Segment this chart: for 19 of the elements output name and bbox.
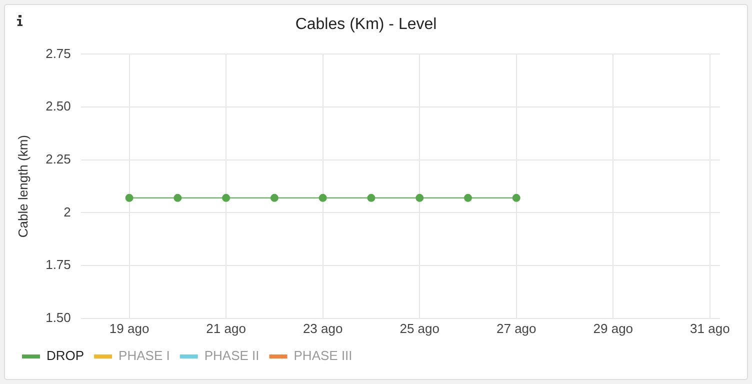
chart-title: Cables (Km) - Level xyxy=(295,16,437,34)
y-tick-label: 1.75 xyxy=(46,257,71,272)
y-tick-label: 2.25 xyxy=(46,151,71,166)
x-tick-label: 29 ago xyxy=(593,320,634,336)
x-tick-label: 21 ago xyxy=(206,320,246,336)
x-tick-label: 27 ago xyxy=(496,320,536,336)
y-tick-label: 2.75 xyxy=(46,46,71,61)
x-tick-label: 19 ago xyxy=(109,320,150,336)
legend-label: PHASE III xyxy=(294,348,352,364)
x-tick-label: 25 ago xyxy=(400,320,440,336)
legend-label: DROP xyxy=(46,348,84,364)
y-tick-label: 1.50 xyxy=(46,310,71,325)
legend-label: PHASE II xyxy=(204,348,260,364)
x-tick-label: 23 ago xyxy=(302,320,343,336)
y-tick-label: 2 xyxy=(64,204,71,220)
x-tick-label: 31 ago xyxy=(690,320,730,336)
y-axis-title: Cable length (km) xyxy=(15,134,30,238)
y-tick-label: 2.50 xyxy=(46,98,71,114)
legend-label: PHASE I xyxy=(118,348,170,364)
